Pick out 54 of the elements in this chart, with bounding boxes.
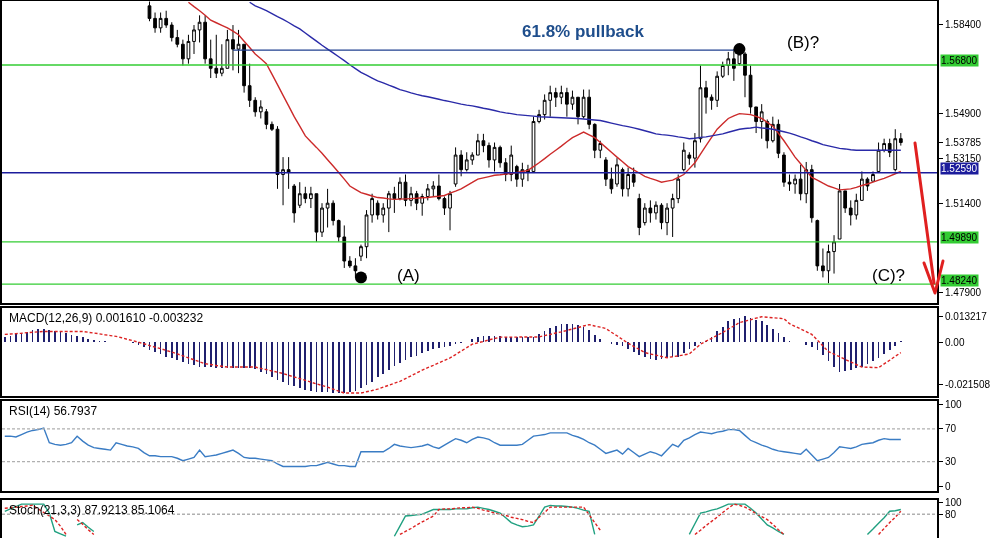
y-tick-label: 1.54900 bbox=[945, 108, 982, 120]
line-series bbox=[187, 1, 902, 201]
candlestick bbox=[832, 234, 836, 275]
candlestick bbox=[720, 61, 725, 79]
candlestick bbox=[448, 190, 452, 231]
line-series bbox=[4, 427, 902, 468]
candlestick bbox=[576, 96, 580, 125]
candlestick bbox=[192, 24, 196, 55]
candlestick bbox=[286, 156, 291, 190]
ref-line-label: 1.49890 bbox=[941, 232, 978, 243]
candlestick bbox=[359, 244, 363, 262]
annotation: (B)? bbox=[787, 33, 820, 52]
candlestick bbox=[698, 64, 703, 144]
candlestick bbox=[693, 132, 697, 169]
y-tick-label: 80 bbox=[945, 508, 957, 520]
y-tick-label: 1.51400 bbox=[945, 197, 982, 209]
candlestick bbox=[292, 183, 297, 224]
candlestick bbox=[704, 80, 708, 115]
y-tick-label: 70 bbox=[945, 423, 957, 435]
candlestick bbox=[320, 202, 324, 238]
annotation: (C)? bbox=[872, 266, 906, 285]
y-tick-label: 1.58400 bbox=[945, 18, 982, 30]
y-tick-label: -0.021508 bbox=[945, 378, 991, 390]
chart-title: RSI(14) 56.7937 bbox=[9, 404, 98, 418]
annotation: (A) bbox=[397, 266, 420, 285]
candlestick bbox=[631, 167, 636, 188]
y-tick-label: 1.53785 bbox=[945, 136, 982, 148]
annotation: 61.8% pullback bbox=[522, 22, 645, 41]
candlestick bbox=[654, 200, 658, 221]
y-tick-label: 100 bbox=[945, 496, 963, 508]
candlestick bbox=[882, 138, 886, 153]
y-tick-label: 30 bbox=[945, 456, 957, 468]
y-tick-label: 0.013217 bbox=[945, 310, 988, 322]
ref-line-label: 1.48240 bbox=[941, 275, 978, 286]
y-tick-label: 1.47900 bbox=[945, 287, 982, 299]
candlestick bbox=[615, 157, 619, 188]
ref-line-label: 1.56800 bbox=[941, 55, 978, 66]
candlestick bbox=[231, 24, 235, 71]
candlestick bbox=[898, 132, 903, 147]
candlestick bbox=[809, 164, 814, 224]
candlestick bbox=[815, 219, 820, 272]
line-series bbox=[248, 1, 902, 151]
y-tick-label: 1.53150 bbox=[945, 152, 982, 164]
chart-title: MACD(12,26,9) 0.001610 -0.003232 bbox=[9, 311, 204, 325]
candlestick bbox=[487, 142, 491, 169]
y-tick-label: 0 bbox=[945, 480, 951, 492]
candlestick bbox=[871, 170, 875, 182]
candlestick bbox=[759, 103, 764, 140]
candlestick bbox=[637, 193, 642, 236]
candlestick bbox=[876, 142, 881, 172]
candlestick bbox=[782, 151, 786, 188]
y-tick-label: 100 bbox=[945, 398, 963, 410]
y-tick-label: 0.00 bbox=[945, 336, 965, 348]
ref-line-label: 1.52590 bbox=[941, 163, 978, 174]
